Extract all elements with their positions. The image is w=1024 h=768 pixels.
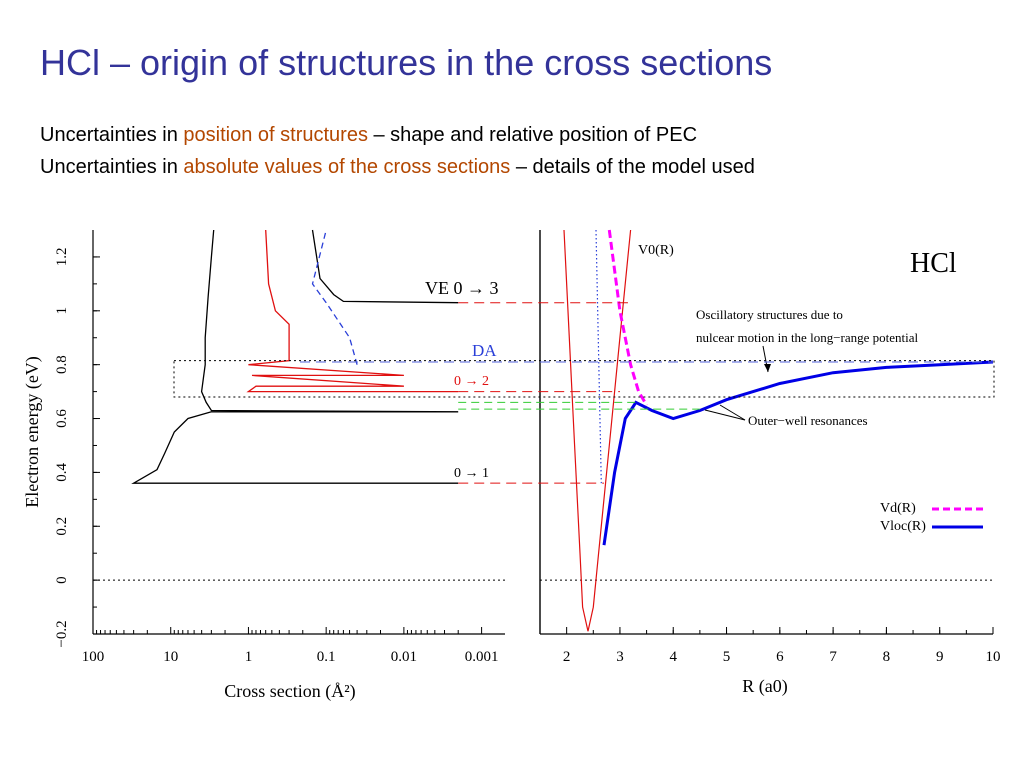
left-y-tick-label: 0: [54, 576, 70, 584]
left-y-tick-label: 1: [54, 307, 70, 315]
left-y-tick-label: 0.4: [54, 463, 70, 482]
left-x-tick-label: 10: [163, 649, 178, 665]
line2-highlight: absolute values of the cross sections: [183, 156, 511, 178]
annot-osc-2: nulcear motion in the long−range potenti…: [696, 330, 919, 345]
right-series-line: [595, 229, 602, 484]
right-x-tick-label: 4: [669, 649, 677, 665]
right-x-tick-label: 7: [829, 649, 837, 665]
left-y-tick-label: 0.2: [54, 517, 70, 536]
annot-outer-well: Outer−well resonances: [748, 413, 868, 428]
right-series: [563, 229, 994, 632]
potential-plot: 2 3 4 5 6 7 8 9 10 HCl V0(R) Oscillatory structu…: [539, 229, 1001, 697]
right-ticks: 2 3 4 5 6 7 8 9 10: [540, 579, 1001, 665]
connector-lines: [173, 302, 995, 484]
right-annotations: HCl V0(R) Oscillatory structures due to …: [638, 243, 957, 534]
left-y-tick-label: 0.8: [54, 355, 70, 374]
left-annotations: VE 0 → 3 DA 0 → 2 0 → 1: [425, 278, 499, 481]
outer-well-arrow-1: [704, 409, 746, 421]
right-x-tick-label: 3: [616, 649, 624, 665]
left-y-tick-label: 0.6: [54, 409, 70, 428]
cross-section-plot: 100 10 1 0.1 0.01 0.001−0.200.20.40.60.811.2 …: [22, 229, 505, 702]
left-x-tick-label: 0.01: [391, 649, 417, 665]
figure: 100 10 1 0.1 0.01 0.001−0.200.20.40.60.811.2 …: [22, 229, 1001, 702]
right-x-tick-label: 10: [986, 649, 1001, 665]
highlight-region: [173, 360, 995, 398]
right-x-tick-label: 9: [936, 649, 944, 665]
right-series-line: [607, 229, 648, 406]
left-series-line: [246, 229, 459, 393]
left-x-tick-label: 0.1: [317, 649, 336, 665]
right-x-label: R (a0): [742, 676, 787, 697]
slide-title: HCl – origin of structures in the cross …: [40, 42, 773, 83]
line1-prefix: Uncertainties in: [40, 124, 184, 146]
left-y-tick-label: 1.2: [54, 248, 70, 267]
annot-v0: V0(R): [638, 243, 674, 258]
left-y-tick-label: −0.2: [54, 620, 70, 647]
subtitle-line-1: Uncertainties in position of structures …: [40, 124, 697, 147]
right-x-tick-label: 2: [563, 649, 571, 665]
molecule-title: HCl: [910, 248, 957, 279]
right-series-line: [602, 360, 994, 546]
outer-well-arrow-2: [719, 404, 746, 421]
left-x-tick-label: 100: [82, 649, 105, 665]
left-ticks: 100 10 1 0.1 0.01 0.001 −0.2 0 0.2 0.4 0.6 0.8 1 1.2: [54, 248, 505, 665]
subtitle-line-2: Uncertainties in absolute values of the …: [40, 156, 755, 179]
legend-vloc-label: Vloc(R): [880, 519, 926, 534]
annot-ve03: VE 0 → 3: [425, 278, 499, 298]
annot-da: DA: [472, 341, 497, 360]
left-x-label: Cross section (Å²): [224, 681, 355, 702]
left-series: [131, 229, 459, 484]
legend-vd-label: Vd(R): [880, 501, 916, 516]
right-x-tick-label: 8: [883, 649, 891, 665]
left-y-label: Electron energy (eV): [22, 356, 43, 508]
annot-01: 0 → 1: [454, 466, 489, 481]
annot-osc-1: Oscillatory structures due to: [696, 307, 843, 322]
right-series-line: [563, 229, 632, 632]
line1-suffix: – shape and relative position of PEC: [367, 124, 698, 146]
left-x-tick-label: 1: [245, 649, 253, 665]
left-series-line: [311, 229, 358, 365]
left-x-tick-label: 0.001: [465, 649, 499, 665]
osc-arrow-head: [764, 364, 771, 372]
right-x-tick-label: 5: [723, 649, 731, 665]
line2-prefix: Uncertainties in: [40, 156, 184, 178]
line1-highlight: position of structures: [183, 124, 368, 146]
annot-02: 0 → 2: [454, 374, 489, 389]
right-x-tick-label: 6: [776, 649, 784, 665]
line2-suffix: – details of the model used: [510, 156, 755, 178]
left-series-line: [131, 229, 459, 484]
